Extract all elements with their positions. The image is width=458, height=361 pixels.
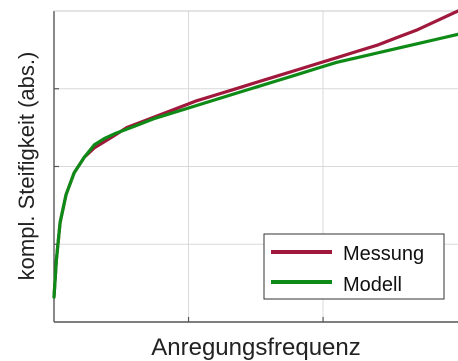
- legend-label-modell: Modell: [343, 274, 402, 296]
- legend: Messung Modell: [263, 233, 445, 300]
- plot-area: [52, 9, 458, 323]
- legend-box: [263, 233, 445, 300]
- legend-label-messung: Messung: [343, 243, 424, 265]
- series-line-modell: [52, 32, 458, 299]
- y-axis-label: kompl. Steifigkeit (abs.): [14, 52, 39, 281]
- series-group: [52, 9, 458, 299]
- x-axis-label: Anregungsfrequenz: [151, 334, 360, 361]
